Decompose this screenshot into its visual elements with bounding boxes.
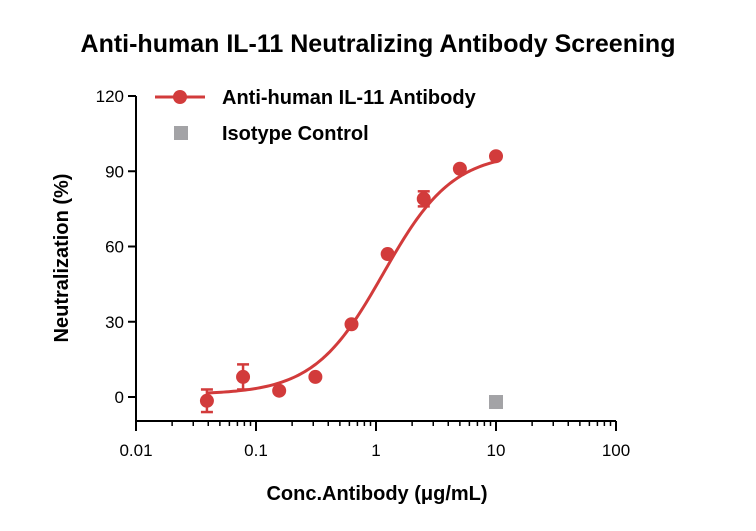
- data-point: [344, 317, 359, 332]
- y-tick-label: 90: [105, 162, 124, 181]
- fit-curves: [206, 160, 497, 395]
- y-tick-label: 60: [105, 238, 124, 257]
- data-point: [199, 393, 214, 408]
- data-point: [380, 247, 395, 262]
- legend: Anti-human IL-11 Antibody Isotype Control: [155, 87, 477, 145]
- x-tick-label: 0.01: [119, 441, 152, 460]
- legend-marker: [174, 126, 188, 140]
- axes: 0 30 60 90 120 0.01 0.1 1 10 100: [96, 87, 631, 460]
- x-tick-label: 100: [602, 441, 630, 460]
- x-tick-label: 1: [371, 441, 380, 460]
- y-axis-label: Neutralization (%): [51, 174, 73, 343]
- data-point: [308, 369, 323, 384]
- data-marks: [199, 149, 503, 414]
- chart-title: Anti-human IL-11 Neutralizing Antibody S…: [81, 30, 676, 58]
- y-tick-label: 30: [105, 313, 124, 332]
- data-point: [272, 383, 287, 398]
- x-tick-label: 0.1: [244, 441, 268, 460]
- legend-marker: [173, 90, 187, 104]
- data-point: [452, 161, 467, 176]
- y-tick-label: 0: [115, 388, 124, 407]
- fit-curve: [206, 160, 497, 395]
- x-axis-label: Conc.Antibody (μg/mL): [266, 483, 487, 505]
- data-point: [489, 395, 503, 410]
- data-point: [236, 369, 251, 384]
- x-tick-label: 10: [487, 441, 506, 460]
- data-point: [489, 149, 503, 164]
- legend-label: Anti-human IL-11 Antibody: [222, 87, 477, 109]
- legend-label: Isotype Control: [222, 123, 369, 145]
- y-tick-label: 120: [96, 87, 124, 106]
- data-point: [416, 191, 431, 206]
